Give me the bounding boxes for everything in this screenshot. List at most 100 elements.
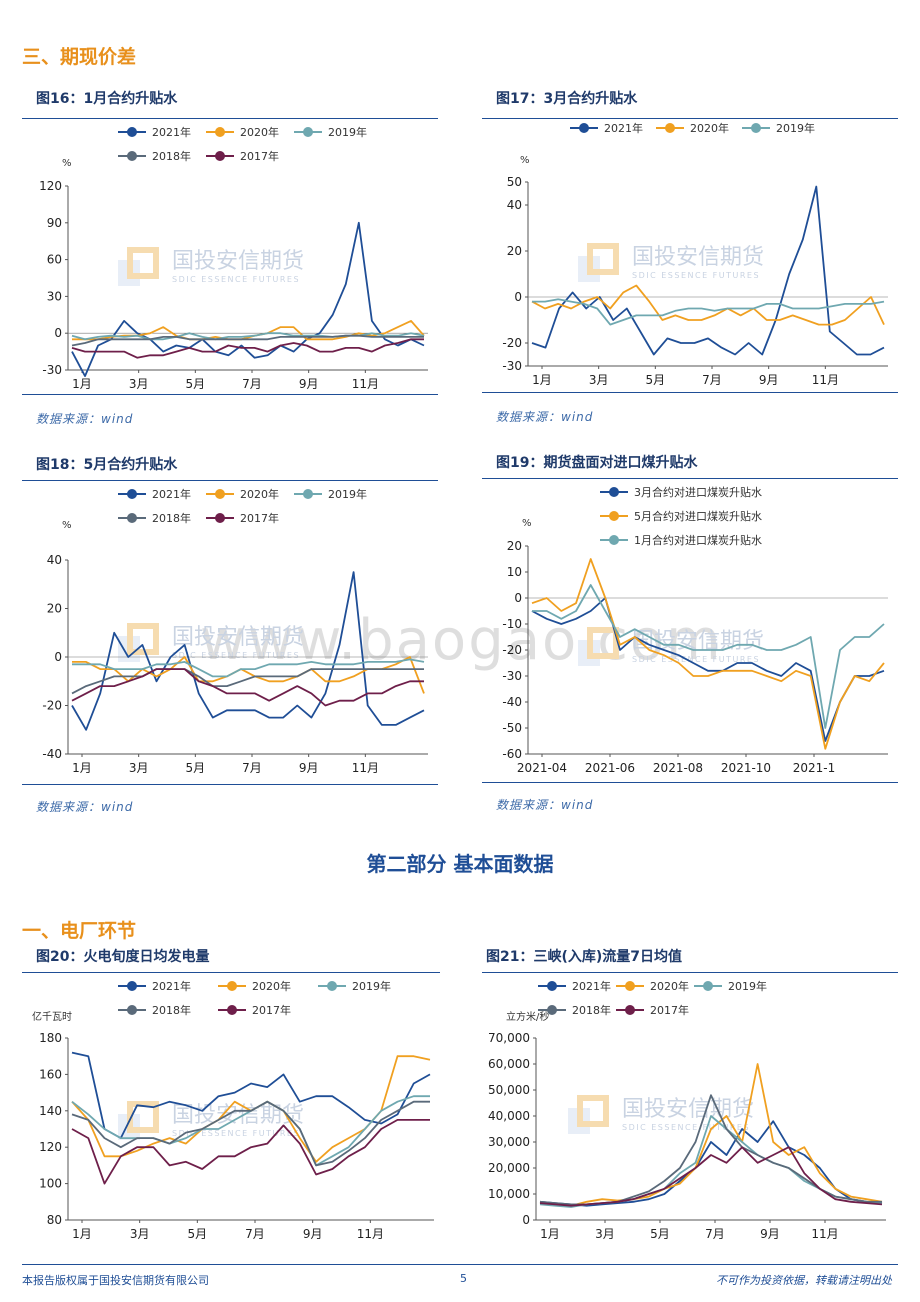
y-tick-label: 120 [39,1140,62,1154]
legend-swatch-dot [303,127,313,137]
legend-label: 2019年 [352,979,391,993]
part-title: 第二部分 基本面数据 [366,852,554,876]
y-tick-label: -20 [502,336,522,350]
logo-frame [127,623,159,655]
logo-frame [587,627,619,659]
figure-title: 图21：三峡(入库)流量7日均值 [486,949,683,965]
legend-swatch-dot [327,981,337,991]
series-line-4 [539,1146,883,1207]
y-tick-label: -30 [502,359,522,373]
y-tick-label: 20 [47,602,62,616]
y-tick-label: -60 [502,747,522,761]
watermark-english: SDIC ESSENCE FUTURES [622,1123,750,1132]
legend-swatch-dot [751,123,761,133]
legend-item: 2017年 [218,1003,291,1017]
series-line-3 [71,668,424,695]
unit-label: % [62,158,72,169]
legend-label: 2019年 [776,121,815,135]
x-tick-label: 11月 [352,377,379,391]
y-tick-label: 40 [507,198,522,212]
legend-swatch-dot [665,123,675,133]
data-source: 数据来源：wind [36,412,134,426]
x-tick-label: 1月 [72,1227,92,1241]
x-tick-label: 1月 [532,373,552,387]
legend-item: 1月合约对进口煤炭升贴水 [600,533,762,547]
legend-label: 3月合约对进口煤炭升贴水 [634,485,762,499]
x-tick-label: 5月 [186,377,206,391]
legend-swatch-dot [215,489,225,499]
legend-label: 2019年 [328,125,367,139]
y-tick-label: -40 [42,747,62,761]
legend-swatch-dot [215,127,225,137]
x-tick-label: 5月 [186,761,206,775]
x-tick-label: 7月 [242,761,262,775]
series-line-2 [72,658,425,678]
x-tick-label: 2021-08 [653,761,703,775]
legend-label: 2018年 [152,149,191,163]
y-tick-label: 30,000 [488,1135,530,1149]
figure-title: 图19：期货盘面对进口煤升贴水 [496,455,698,471]
y-tick-label: 40,000 [488,1109,530,1123]
x-tick-label: 3月 [595,1227,615,1241]
unit-label: % [520,155,530,166]
legend-item: 5月合约对进口煤炭升贴水 [600,509,762,523]
legend-label: 2020年 [650,979,689,993]
series-line-4 [71,1118,430,1185]
divider [482,478,898,479]
x-tick-label: 11月 [811,1227,838,1241]
footer-divider [22,1264,898,1265]
series-line-1 [531,558,885,750]
y-tick-label: 160 [39,1067,62,1081]
y-tick-label: 0 [522,1213,530,1227]
legend-label: 2020年 [240,125,279,139]
x-tick-label: 2021-10 [721,761,771,775]
x-tick-label: 7月 [245,1227,265,1241]
x-tick-label: 9月 [299,377,319,391]
legend-item: 2021年 [118,125,191,139]
legend-swatch-dot [609,535,619,545]
legend-swatch-dot [227,981,237,991]
divider [22,394,438,395]
page-number: 5 [460,1272,467,1285]
legend-item: 2020年 [616,979,689,993]
legend-swatch-dot [227,1005,237,1015]
legend-label: 5月合约对进口煤炭升贴水 [634,509,762,523]
legend-label: 2017年 [252,1003,291,1017]
legend-item: 2017年 [616,1003,689,1017]
divider [482,118,898,119]
x-tick-label: 9月 [759,373,779,387]
series-line-2 [532,298,885,326]
series-line-0 [531,185,885,356]
legend-label: 2020年 [240,487,279,501]
legend-item: 2021年 [570,121,643,135]
series-line-0 [539,1120,883,1207]
figure-title: 图20：火电旬度日均发电量 [36,949,210,965]
legend-item: 2019年 [318,979,391,993]
y-tick-label: 0 [54,326,62,340]
legend-swatch-dot [127,151,137,161]
legend-swatch-dot [703,981,713,991]
data-source: 数据来源：wind [496,798,594,812]
figure-17: 图17：3月合约升贴水 国投安信期货 SDIC ESSENCE FUTURES% 5… [482,88,898,428]
x-tick-label: 9月 [760,1227,780,1241]
legend-item: 2017年 [206,511,279,525]
x-tick-label: 5月 [650,1227,670,1241]
logo-frame [587,243,619,275]
unit-label: 亿千瓦时 [32,1010,72,1023]
y-tick-label: -40 [502,695,522,709]
section-title-power-plant: 一、电厂环节 [22,920,137,942]
watermark-english: SDIC ESSENCE FUTURES [172,651,300,660]
data-source: 数据来源：wind [36,800,134,814]
legend-item: 2019年 [294,125,367,139]
x-tick-label: 11月 [352,761,379,775]
legend-item: 2019年 [694,979,767,993]
figure-title: 图17：3月合约升贴水 [496,91,638,107]
y-tick-label: 60,000 [488,1057,530,1071]
y-tick-label: 100 [39,1177,62,1191]
legend-swatch-dot [303,489,313,499]
watermark-name: 国投安信期货 [632,245,764,270]
